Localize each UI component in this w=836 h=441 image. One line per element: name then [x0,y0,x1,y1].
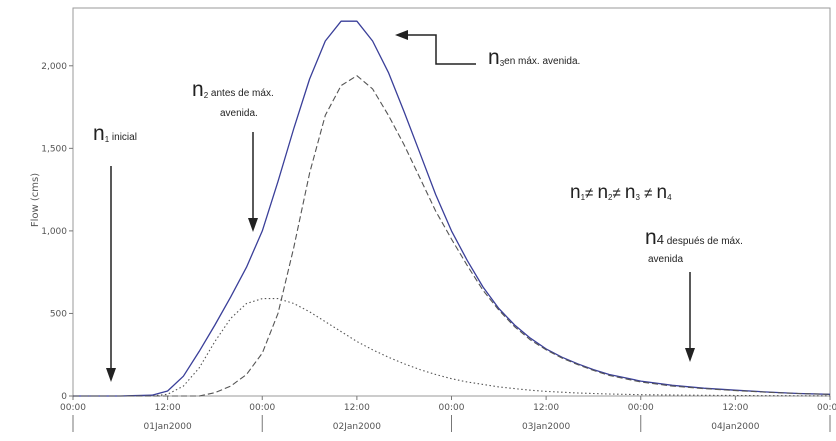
x-tick-label: 00:00 [817,403,836,413]
annotation-n3: n3en máx. avenida. [395,30,580,69]
y-tick-label: 1,500 [41,144,67,154]
x-tick-label: 00:00 [628,403,654,413]
svg-text:n1 inicial: n1 inicial [93,122,137,145]
date-label: 01Jan2000 [144,422,193,432]
y-tick-label: 500 [50,309,67,319]
annotation-n4-text: después de máx. [664,236,743,247]
annotation-n2-text: antes de máx. [208,88,274,99]
annotation-n2: n2 antes de máx. avenida. [192,78,274,232]
annotation-n3-arrow [407,34,476,65]
annotation-n4-subscript: 4 [657,232,664,247]
svg-text:n2 antes de máx.: n2 antes de máx. [192,78,274,101]
svg-text:n3en máx. avenida.: n3en máx. avenida. [488,46,580,69]
x-tick-label: 12:00 [533,403,559,413]
x-tick-label: 12:00 [155,403,181,413]
series-line-dashed [73,75,831,397]
x-tick-label: 12:00 [344,403,370,413]
y-tick-label: 1,000 [41,227,67,237]
date-label: 02Jan2000 [333,422,382,432]
y-tick-label: 0 [61,392,67,402]
annotation-n2-line2: avenida. [220,108,258,119]
series-line-solid [73,20,831,397]
svg-text:n4 después de máx.: n4 después de máx. [645,226,743,249]
x-tick-label: 12:00 [722,403,748,413]
annotation-n1-text: inicial [109,132,137,143]
annotation-n4: n4 después de máx. avenida [645,226,743,362]
date-label: 03Jan2000 [522,422,571,432]
annotation-n2-symbol: n [192,78,204,101]
x-tick-label: 00:00 [249,403,275,413]
annotation-n1-arrowhead [106,368,116,382]
x-tick-label: 00:00 [60,403,86,413]
y-tick-label: 2,000 [41,62,67,72]
date-label: 04Jan2000 [711,422,760,432]
annotation-n3-text: en máx. avenida. [504,56,580,67]
annotation-n1: n1 inicial [93,122,137,382]
inequality-label: n1≠ n2≠ n3 ≠ n4 [570,182,672,203]
y-axis-label: Flow (cms) [30,173,41,227]
annotation-n2-subscript: 2 [204,91,209,100]
annotation-n1-subscript: 1 [105,135,110,144]
annotation-n2-arrowhead [248,218,258,232]
x-tick-label: 00:00 [439,403,465,413]
series-line-dotted [73,298,831,397]
annotation-n4-line2: avenida [648,254,683,265]
annotation-n3-symbol: n [488,46,500,69]
annotation-n1-symbol: n [93,122,105,145]
annotation-n4-arrowhead [685,348,695,362]
plot-frame [72,7,831,397]
annotation-n4-symbol: n [645,226,657,249]
annotation-n3-subscript: 3 [500,59,505,68]
annotation-n3-arrowhead [395,30,408,40]
